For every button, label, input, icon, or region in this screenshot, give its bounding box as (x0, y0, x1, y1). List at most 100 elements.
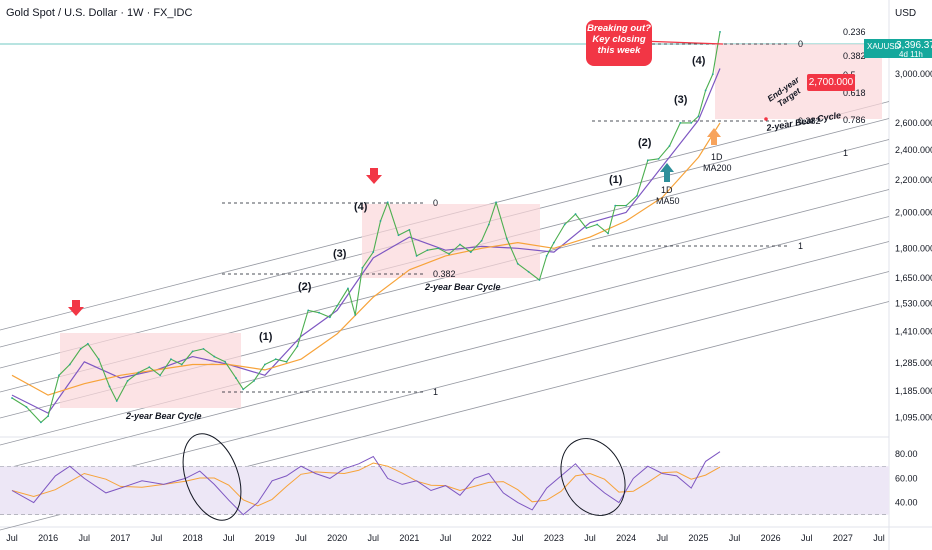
fib-extension-label: 0.786 (843, 115, 866, 125)
x-tick-label: 2025 (688, 533, 708, 543)
x-tick-label: Jul (656, 533, 668, 543)
price-point (318, 311, 320, 314)
y-tick-label: 1,800.000 (895, 243, 932, 253)
ma50-label: MA50 (656, 196, 680, 206)
price-point (614, 204, 617, 207)
price-line (11, 31, 721, 423)
fib-level-label: 0 (798, 39, 803, 49)
rsi-band (0, 466, 889, 515)
price-point (657, 157, 660, 160)
price-point (170, 358, 172, 361)
elliott-wave-label: (2) (298, 281, 312, 293)
x-tick-label: 2022 (472, 533, 492, 543)
rsi-panel (0, 433, 889, 521)
elliott-wave-label: (2) (638, 137, 652, 149)
fib-extension-label: 0.236 (843, 27, 866, 37)
breakout-callout: Breaking out? Key closing this week (586, 20, 652, 66)
y-tick-label: 2,600.000 (895, 118, 932, 128)
x-tick-label: Jul (151, 533, 163, 543)
fib-level-label: 1 (433, 387, 438, 397)
elliott-wave-label: (1) (259, 331, 273, 343)
price-point (719, 30, 721, 33)
y-tick-label: 1,530.000 (895, 299, 932, 309)
price-point (607, 232, 609, 235)
price-point (397, 234, 400, 237)
price-point (574, 213, 577, 215)
price-point (329, 316, 331, 319)
price-point (386, 201, 389, 204)
price-point (86, 342, 89, 345)
rsi-circle (182, 433, 242, 521)
x-tick-label: 2019 (255, 533, 275, 543)
price-point (97, 358, 100, 361)
price-point (625, 204, 628, 207)
x-tick-label: Jul (512, 533, 524, 543)
ma200-timeframe-label: 1D (711, 152, 723, 162)
price-point (361, 266, 364, 269)
price-point (690, 122, 693, 124)
elliott-wave-label: (3) (674, 94, 688, 106)
fib-level-label: 1 (798, 241, 803, 251)
x-tick-label: Jul (223, 533, 235, 543)
price-point (679, 122, 682, 124)
x-tick-label: 2021 (399, 533, 419, 543)
parallel-channel-lines (0, 101, 890, 531)
elliott-wave-label: (4) (692, 55, 706, 67)
fib-extension-label: 0.618 (843, 88, 866, 98)
x-tick-label: 2020 (327, 533, 347, 543)
price-point (697, 115, 700, 118)
currency-label: USD (895, 8, 917, 19)
price-point (79, 347, 82, 350)
callout-line: this week (597, 45, 641, 56)
rsi-y-tick-label: 40.00 (895, 498, 918, 508)
target-point (764, 117, 768, 121)
y-tick-label: 3,000.000 (895, 69, 932, 79)
price-point (126, 379, 129, 382)
bear-cycle-box (362, 204, 540, 278)
price-point (596, 223, 599, 226)
red-down-arrow (68, 300, 84, 316)
bear-cycle-label: 2-year Bear Cycle (424, 282, 501, 292)
price-point (263, 363, 266, 366)
price-point (563, 223, 566, 226)
price-point (191, 350, 194, 353)
price-tag-value: 3,396.370 (896, 40, 932, 51)
rsi-circle (560, 438, 626, 516)
price-point (437, 247, 440, 250)
price-point (646, 159, 649, 162)
price-point (527, 270, 530, 273)
price-point (25, 406, 28, 408)
elliott-wave-label: (4) (354, 201, 368, 213)
price-point (68, 363, 71, 366)
callout-line: Breaking out? (587, 23, 651, 34)
price-point (585, 227, 588, 229)
price-tag-symbol: XAUUSD (867, 42, 901, 51)
price-point (415, 255, 418, 257)
price-point (372, 251, 375, 253)
x-tick-label: Jul (584, 533, 596, 543)
elliott-wave-label: (1) (609, 174, 623, 186)
price-point (480, 239, 483, 242)
price-point (137, 371, 140, 374)
x-tick-label: Jul (873, 533, 885, 543)
x-tick-label: 2024 (616, 533, 636, 543)
price-point (469, 251, 472, 253)
price-point (307, 309, 310, 312)
y-tick-label: 2,200.000 (895, 175, 932, 185)
elliott-wave-label: (3) (333, 248, 347, 260)
x-tick-label: Jul (729, 533, 741, 543)
price-point (159, 374, 162, 377)
y-tick-label: 1,095.000 (895, 413, 932, 423)
price-point (235, 377, 237, 379)
x-tick-label: Jul (367, 533, 379, 543)
price-point (40, 421, 42, 424)
fib-extension-label: 1 (843, 148, 848, 158)
price-point (213, 355, 216, 358)
x-tick-label: 2017 (110, 533, 130, 543)
price-tag-countdown: 4d 11h (899, 50, 923, 59)
price-point (495, 201, 497, 204)
channel-line (0, 271, 890, 501)
ma50-up-arrow (660, 163, 674, 182)
